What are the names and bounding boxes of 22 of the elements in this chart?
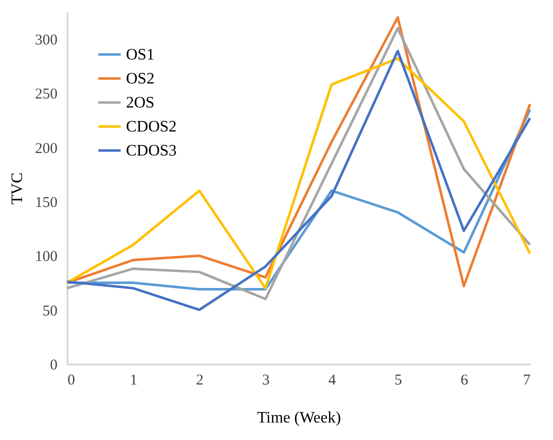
y-tick-label: 50 [42,303,58,320]
x-tick-label: 7 [523,372,531,388]
legend-label: CDOS2 [126,118,177,136]
x-tick-label: 1 [130,372,138,388]
y-tick-label: 150 [35,195,58,212]
x-tick-label: 2 [196,372,204,388]
x-tick-label: 5 [394,372,402,388]
y-tick-label: 100 [35,249,58,266]
x-axis-title: Time (Week) [257,410,341,426]
y-tick-label: 300 [35,32,58,49]
y-tick-label: 200 [35,140,58,157]
x-tick-label: 3 [262,372,270,388]
y-axis-title: TVC [9,172,26,204]
legend-label: 2OS [126,94,154,112]
x-tick-label: 4 [328,372,336,388]
legend-label: OS2 [126,70,154,88]
legend-label: OS1 [126,46,154,64]
legend-label: CDOS3 [126,142,177,160]
y-tick-label: 0 [50,358,58,374]
y-tick-label: 250 [35,86,58,103]
x-tick-label: 6 [460,372,469,388]
x-tick-label: 0 [68,372,75,388]
